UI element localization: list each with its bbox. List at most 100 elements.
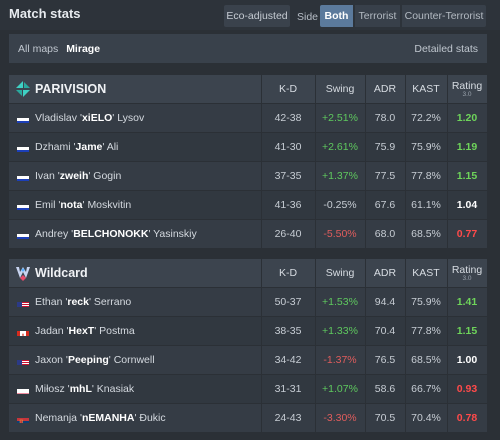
side-terrorist-button[interactable]: Terrorist: [355, 5, 401, 27]
col-kast-header[interactable]: KAST: [412, 83, 440, 95]
player-nickname: HexT: [68, 325, 95, 337]
team-name: PARIVISION: [35, 82, 107, 96]
flag-ru-icon: [17, 143, 29, 152]
all-maps-link[interactable]: All maps: [18, 43, 59, 55]
player-name-link[interactable]: Miłosz 'mhL' Knasiak: [35, 383, 134, 395]
player-name-link[interactable]: Dzhami 'Jame' Ali: [35, 141, 118, 153]
player-swing: +1.07%: [322, 383, 358, 395]
col-swing-header[interactable]: Swing: [325, 83, 355, 95]
col-adr-header[interactable]: ADR: [373, 83, 397, 95]
player-adr: 77.5: [374, 170, 396, 182]
player-row: Miłosz 'mhL' Knasiak 31-31 +1.07% 58.6 66.7%…: [9, 374, 487, 403]
player-kd: 50-37: [274, 296, 302, 308]
player-kd: 26-40: [274, 228, 302, 240]
player-first-name: Jaxon ': [35, 354, 68, 366]
player-rating: 1.04: [456, 199, 478, 211]
player-name-link[interactable]: Jadan 'HexT' Postma: [35, 325, 135, 337]
player-nickname: zweih: [59, 170, 89, 182]
player-kast: 61.1%: [411, 199, 441, 211]
player-row: Jadan 'HexT' Postma 38-35 +1.33% 70.4 77.8% 1…: [9, 316, 487, 345]
col-kd-header[interactable]: K-D: [278, 83, 298, 95]
col-rating-header[interactable]: Rating 3.0: [447, 75, 487, 103]
player-name-link[interactable]: Jaxon 'Peeping' Cornwell: [35, 354, 155, 366]
player-rating: 1.00: [456, 354, 478, 366]
player-row: Ethan 'reck' Serrano 50-37 +1.53% 94.4 75.9%…: [9, 287, 487, 316]
player-kd: 38-35: [274, 325, 302, 337]
player-kast: 75.9%: [411, 296, 441, 308]
player-last-name: ' Gogin: [88, 170, 122, 182]
player-nickname: Peeping: [67, 354, 109, 366]
player-kd: 37-35: [274, 170, 302, 182]
player-first-name: Andrey ': [35, 228, 74, 240]
team-stats-table: PARIVISION K-D Swing ADR KAST Rating 3.0…: [9, 75, 487, 248]
player-first-name: Vladislav ': [35, 112, 82, 124]
player-rating: 1.20: [456, 112, 478, 124]
player-nickname: reck: [67, 296, 89, 308]
match-stats-header: Match stats Eco-adjusted Side Both Terro…: [0, 0, 500, 30]
player-swing: -0.25%: [323, 199, 357, 211]
player-last-name: ' Lysov: [112, 112, 145, 124]
player-nickname: nEMANHA: [81, 412, 135, 424]
player-name-link[interactable]: Emil 'nota' Moskvitin: [35, 199, 131, 211]
player-row: Andrey 'BELCHONOKK' Yasinskiy 26-40 -5.50%…: [9, 219, 487, 248]
flag-ru-icon: [17, 114, 29, 123]
column-divider: [315, 259, 316, 432]
flag-us-icon: [17, 298, 29, 307]
player-swing: -3.30%: [323, 412, 357, 424]
current-map-link[interactable]: Mirage: [66, 43, 101, 55]
player-rating: 0.93: [456, 383, 478, 395]
player-swing: +2.61%: [322, 141, 358, 153]
column-divider: [365, 259, 366, 432]
col-kd-header[interactable]: K-D: [278, 267, 298, 279]
player-kd: 42-38: [274, 112, 302, 124]
col-rating-header[interactable]: Rating 3.0: [447, 259, 487, 287]
player-name-link[interactable]: Ethan 'reck' Serrano: [35, 296, 131, 308]
player-kd: 41-36: [274, 199, 302, 211]
flag-ru-icon: [17, 201, 29, 210]
player-kast: 72.2%: [411, 112, 441, 124]
player-name-link[interactable]: Vladislav 'xiELO' Lysov: [35, 112, 144, 124]
side-both-button[interactable]: Both: [320, 5, 354, 27]
flag-pl-icon: [17, 385, 29, 394]
rating-version: 3.0: [462, 90, 472, 98]
column-divider: [405, 259, 406, 432]
player-last-name: ' Serrano: [88, 296, 132, 308]
player-first-name: Nemanja ': [35, 412, 82, 424]
player-row: Emil 'nota' Moskvitin 41-36 -0.25% 67.6 61.1…: [9, 190, 487, 219]
player-swing: -1.37%: [323, 354, 357, 366]
player-first-name: Miłosz ': [35, 383, 70, 395]
col-adr-header[interactable]: ADR: [373, 267, 397, 279]
page-title: Match stats: [9, 6, 81, 21]
flag-rs-icon: [17, 414, 29, 423]
col-swing-header[interactable]: Swing: [325, 267, 355, 279]
detailed-stats-link[interactable]: Detailed stats: [414, 43, 478, 55]
player-name-link[interactable]: Nemanja 'nEMANHA' Đukic: [35, 412, 166, 424]
player-rating: 1.15: [456, 170, 478, 182]
player-adr: 67.6: [374, 199, 396, 211]
player-adr: 76.5: [374, 354, 396, 366]
player-adr: 58.6: [374, 383, 396, 395]
player-kd: 34-42: [274, 354, 302, 366]
player-kd: 24-43: [274, 412, 302, 424]
rating-label: Rating: [451, 79, 483, 92]
player-row: Ivan 'zweih' Gogin 37-35 +1.37% 77.5 77.8% 1.…: [9, 161, 487, 190]
team-name: Wildcard: [35, 266, 88, 280]
player-name-link[interactable]: Ivan 'zweih' Gogin: [35, 170, 121, 182]
player-kast: 68.5%: [411, 228, 441, 240]
side-counter-terrorist-button[interactable]: Counter-Terrorist: [402, 5, 486, 27]
column-divider: [261, 75, 262, 248]
player-rating: 1.15: [456, 325, 478, 337]
player-first-name: Dzhami ': [35, 141, 76, 153]
eco-adjusted-toggle[interactable]: Eco-adjusted: [224, 5, 290, 27]
col-kast-header[interactable]: KAST: [412, 267, 440, 279]
flag-ru-icon: [17, 230, 29, 239]
player-kast: 75.9%: [411, 141, 441, 153]
player-swing: +1.33%: [322, 325, 358, 337]
player-rating: 1.41: [456, 296, 478, 308]
player-last-name: ' Postma: [94, 325, 135, 337]
player-name-link[interactable]: Andrey 'BELCHONOKK' Yasinskiy: [35, 228, 197, 240]
team-header: PARIVISION K-D Swing ADR KAST Rating 3.0: [9, 75, 487, 103]
player-kast: 68.5%: [411, 354, 441, 366]
flag-ru-icon: [17, 172, 29, 181]
rating-label: Rating: [451, 263, 483, 276]
